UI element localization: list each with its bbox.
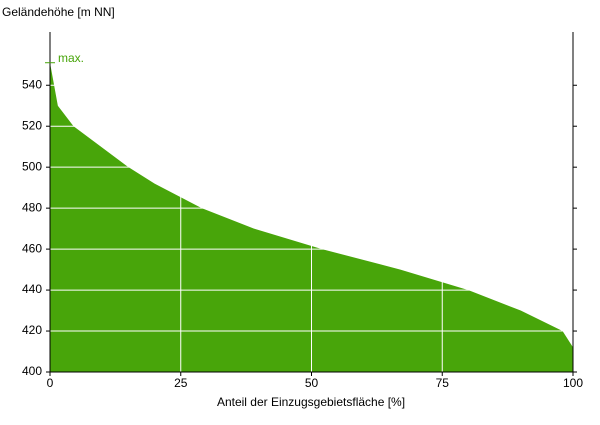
y-tick-label: 440: [22, 282, 42, 296]
y-tick-label: 500: [22, 159, 42, 173]
x-tick-label: 75: [436, 376, 450, 390]
x-tick-label: 50: [305, 376, 319, 390]
y-tick-label: 460: [22, 241, 42, 255]
y-tick-label: 420: [22, 323, 42, 337]
y-tick-label: 540: [22, 77, 42, 91]
x-tick-label: 100: [563, 376, 583, 390]
y-tick-label: 400: [22, 364, 42, 378]
y-tick-label: 520: [22, 118, 42, 132]
x-tick-label: 0: [47, 376, 54, 390]
x-axis-title: Anteil der Einzugsgebietsfläche [%]: [217, 395, 405, 409]
y-tick-label: 480: [22, 200, 42, 214]
max-label: max.: [58, 51, 84, 65]
y-axis-title: Geländehöhe [m NN]: [2, 5, 115, 19]
x-tick-label: 25: [174, 376, 188, 390]
